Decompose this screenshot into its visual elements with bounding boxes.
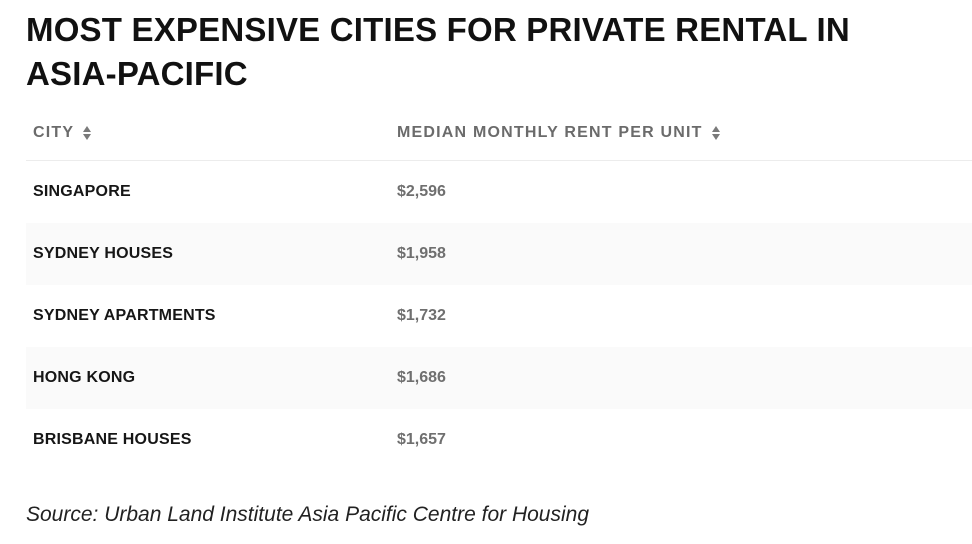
table-row: BRISBANE HOUSES $1,657 xyxy=(26,409,972,471)
rent-cell: $1,958 xyxy=(397,245,446,262)
rent-cell: $1,686 xyxy=(397,369,446,386)
city-cell: SYDNEY APARTMENTS xyxy=(33,307,216,324)
sort-icon[interactable] xyxy=(83,125,92,141)
source-note: Source: Urban Land Institute Asia Pacifi… xyxy=(26,503,590,526)
column-header-rent-label: MEDIAN MONTHLY RENT PER UNIT xyxy=(397,124,703,141)
rent-cell: $1,732 xyxy=(397,307,446,324)
column-header-city[interactable]: CITY xyxy=(33,106,92,160)
page-title: MOST EXPENSIVE CITIES FOR PRIVATE RENTAL… xyxy=(26,11,850,92)
city-cell: HONG KONG xyxy=(33,369,136,386)
rent-table: CITY MEDIAN MONTHLY RENT PER UNIT SINGAP… xyxy=(26,106,972,471)
column-header-rent[interactable]: MEDIAN MONTHLY RENT PER UNIT xyxy=(397,106,720,160)
city-cell: BRISBANE HOUSES xyxy=(33,431,192,448)
rent-cell: $1,657 xyxy=(397,431,446,448)
table-row: SYDNEY HOUSES $1,958 xyxy=(26,223,972,285)
table-row: SYDNEY APARTMENTS $1,732 xyxy=(26,285,972,347)
column-header-city-label: CITY xyxy=(33,124,75,141)
sort-icon[interactable] xyxy=(711,125,720,141)
table-row: HONG KONG $1,686 xyxy=(26,347,972,409)
city-cell: SYDNEY HOUSES xyxy=(33,245,174,262)
table-row: SINGAPORE $2,596 xyxy=(26,161,972,223)
table-header: CITY MEDIAN MONTHLY RENT PER UNIT xyxy=(26,106,972,161)
city-cell: SINGAPORE xyxy=(33,183,131,200)
rent-cell: $2,596 xyxy=(397,183,446,200)
